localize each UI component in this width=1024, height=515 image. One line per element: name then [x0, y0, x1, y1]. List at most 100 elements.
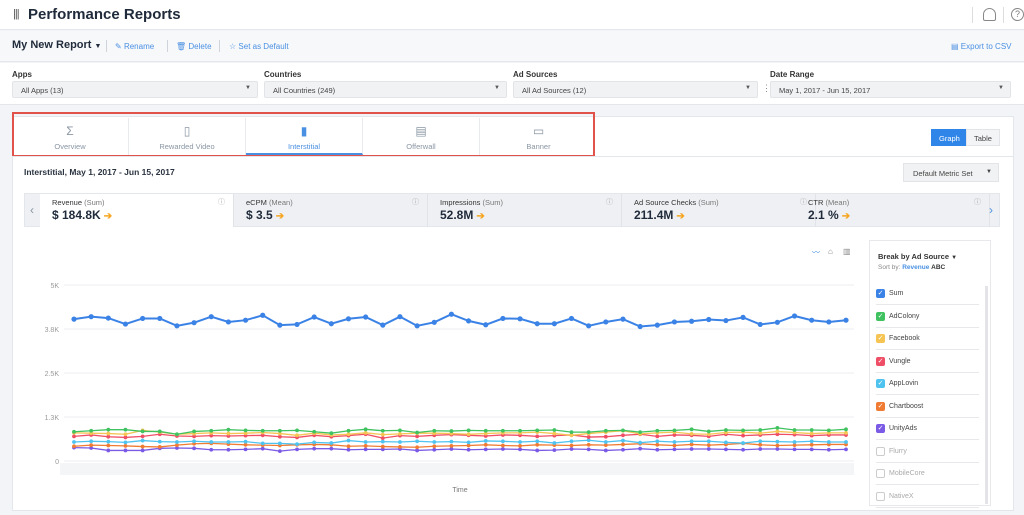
legend-item-chartboost[interactable]: ✓ Chartboost: [876, 396, 979, 418]
data-point-unityads[interactable]: [243, 447, 248, 452]
legend-item-facebook[interactable]: ✓ Facebook: [876, 328, 979, 350]
data-point-vungle[interactable]: [741, 433, 745, 438]
data-point-sum[interactable]: [757, 321, 763, 328]
legend-item-sum[interactable]: ✓ Sum: [876, 283, 979, 305]
data-point-applovin[interactable]: [518, 440, 522, 444]
metric-impressions[interactable]: Impressions (Sum) 52.8M ➔ ⓘ: [428, 194, 622, 227]
data-point-applovin[interactable]: [192, 439, 196, 444]
data-point-chartboost[interactable]: [415, 445, 420, 450]
data-point-applovin[interactable]: [140, 438, 145, 443]
data-point-unityads[interactable]: [380, 447, 385, 452]
data-point-vungle[interactable]: [775, 432, 780, 437]
data-point-adcolony[interactable]: [432, 428, 437, 433]
checkbox[interactable]: ✓: [876, 289, 885, 298]
date-range-select[interactable]: May 1, 2017 - Jun 15, 2017 ▼: [770, 81, 1011, 98]
data-point-adcolony[interactable]: [415, 430, 420, 435]
chevron-right-icon[interactable]: ›: [989, 203, 993, 217]
data-point-vungle[interactable]: [672, 433, 677, 437]
data-point-unityads[interactable]: [569, 447, 574, 451]
data-point-applovin[interactable]: [758, 439, 763, 444]
data-point-adcolony[interactable]: [586, 430, 591, 435]
data-point-sum[interactable]: [122, 321, 129, 327]
checkbox[interactable]: ✓: [876, 356, 885, 366]
data-point-applovin[interactable]: [175, 440, 179, 444]
data-point-chartboost[interactable]: [672, 443, 677, 448]
data-point-sum[interactable]: [345, 316, 352, 322]
data-point-vungle[interactable]: [140, 434, 145, 439]
data-point-facebook[interactable]: [346, 432, 351, 437]
data-point-unityads[interactable]: [209, 447, 214, 452]
data-point-facebook[interactable]: [226, 431, 231, 436]
data-point-sum[interactable]: [551, 321, 557, 327]
data-point-sum[interactable]: [534, 321, 540, 327]
drag-handle-icon[interactable]: ⋮: [762, 83, 771, 93]
data-point-applovin[interactable]: [603, 440, 608, 444]
data-point-chartboost[interactable]: [518, 443, 522, 448]
tab-banner[interactable]: ▭ Banner: [480, 118, 597, 155]
apps-select[interactable]: All Apps (13) ▼: [12, 81, 258, 98]
data-point-sum[interactable]: [809, 317, 815, 323]
data-point-unityads[interactable]: [809, 447, 814, 452]
data-point-applovin[interactable]: [775, 439, 780, 444]
data-point-adcolony[interactable]: [552, 428, 557, 432]
data-point-applovin[interactable]: [586, 438, 591, 443]
data-point-sum[interactable]: [105, 315, 111, 321]
data-point-adcolony[interactable]: [175, 432, 179, 437]
legend-item-adcolony[interactable]: ✓ AdColony: [876, 306, 979, 328]
data-point-chartboost[interactable]: [449, 443, 454, 448]
data-point-adcolony[interactable]: [775, 426, 780, 430]
sort-abc-button[interactable]: ABC: [931, 264, 946, 271]
data-point-facebook[interactable]: [569, 433, 574, 438]
checkbox[interactable]: ✓: [876, 379, 885, 388]
export-csv-button[interactable]: ▤ Export to CSV: [951, 42, 1011, 51]
data-point-adcolony[interactable]: [655, 428, 660, 433]
data-point-chartboost[interactable]: [243, 442, 248, 447]
data-point-sum[interactable]: [71, 316, 77, 322]
data-point-vungle[interactable]: [603, 434, 608, 439]
data-point-adcolony[interactable]: [569, 430, 574, 435]
data-point-applovin[interactable]: [792, 440, 797, 444]
legend-item-mobilecore[interactable]: MobileCore: [876, 463, 979, 485]
data-point-applovin[interactable]: [243, 439, 248, 444]
metric-ad-source-checks[interactable]: Ad Source Checks (Sum) 211.4M ➔ ⓘ: [622, 194, 816, 227]
data-point-unityads[interactable]: [106, 448, 111, 453]
data-point-chartboost[interactable]: [72, 444, 76, 449]
legend-item-nativex[interactable]: NativeX: [876, 486, 979, 508]
bars-icon[interactable]: |||: [13, 8, 20, 20]
data-point-sum[interactable]: [174, 323, 180, 329]
data-point-sum[interactable]: [791, 313, 798, 319]
data-point-adcolony[interactable]: [724, 428, 728, 432]
checkbox[interactable]: [876, 446, 885, 456]
data-point-chartboost[interactable]: [603, 443, 608, 448]
data-point-applovin[interactable]: [329, 441, 334, 445]
data-point-chartboost[interactable]: [123, 443, 128, 448]
data-point-vungle[interactable]: [72, 434, 76, 439]
data-point-facebook[interactable]: [243, 431, 248, 436]
data-point-applovin[interactable]: [724, 440, 728, 445]
data-point-chartboost[interactable]: [483, 442, 488, 447]
data-point-adcolony[interactable]: [706, 429, 711, 434]
data-point-applovin[interactable]: [398, 440, 402, 444]
data-point-sum[interactable]: [483, 322, 489, 328]
data-point-adcolony[interactable]: [243, 428, 248, 433]
data-point-sum[interactable]: [397, 314, 403, 320]
data-point-applovin[interactable]: [432, 440, 437, 444]
data-point-facebook[interactable]: [758, 431, 763, 436]
data-point-sum[interactable]: [380, 322, 386, 328]
data-point-applovin[interactable]: [500, 439, 505, 444]
data-point-unityads[interactable]: [706, 447, 711, 451]
data-point-sum[interactable]: [414, 323, 420, 329]
info-icon[interactable]: ⓘ: [412, 199, 419, 206]
checkbox[interactable]: ✓: [876, 311, 885, 321]
data-point-sum[interactable]: [586, 323, 592, 329]
data-point-unityads[interactable]: [277, 449, 282, 454]
legend-item-unityads[interactable]: ✓ UnityAds: [876, 418, 979, 440]
data-point-sum[interactable]: [311, 314, 317, 320]
data-point-adcolony[interactable]: [123, 427, 128, 432]
data-point-sum[interactable]: [603, 319, 609, 325]
graph-toggle-button[interactable]: Graph: [931, 129, 968, 146]
rename-button[interactable]: ✎ Rename: [115, 42, 154, 51]
data-point-adcolony[interactable]: [329, 431, 334, 436]
data-point-applovin[interactable]: [415, 439, 420, 444]
data-point-sum[interactable]: [568, 315, 575, 322]
